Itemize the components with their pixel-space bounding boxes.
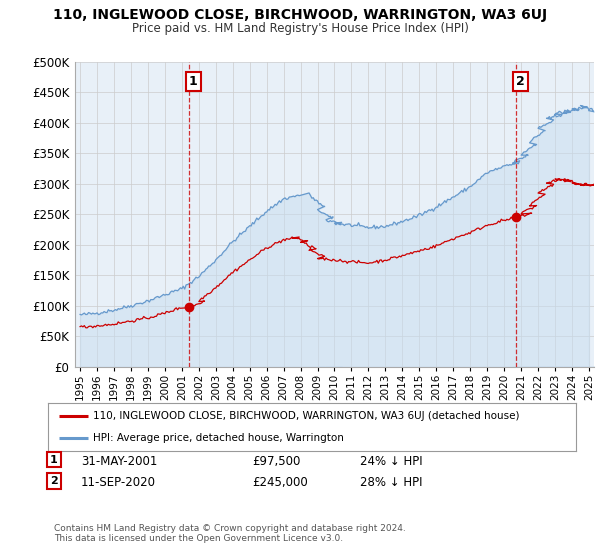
Text: 2: 2 <box>50 476 58 486</box>
Text: HPI: Average price, detached house, Warrington: HPI: Average price, detached house, Warr… <box>93 433 344 443</box>
Text: Contains HM Land Registry data © Crown copyright and database right 2024.
This d: Contains HM Land Registry data © Crown c… <box>54 524 406 543</box>
Text: 11-SEP-2020: 11-SEP-2020 <box>81 476 156 489</box>
Text: 31-MAY-2001: 31-MAY-2001 <box>81 455 157 468</box>
Text: 1: 1 <box>189 74 197 87</box>
Text: 24% ↓ HPI: 24% ↓ HPI <box>360 455 422 468</box>
Text: 110, INGLEWOOD CLOSE, BIRCHWOOD, WARRINGTON, WA3 6UJ: 110, INGLEWOOD CLOSE, BIRCHWOOD, WARRING… <box>53 8 547 22</box>
Text: Price paid vs. HM Land Registry's House Price Index (HPI): Price paid vs. HM Land Registry's House … <box>131 22 469 35</box>
Text: £97,500: £97,500 <box>252 455 301 468</box>
Text: 110, INGLEWOOD CLOSE, BIRCHWOOD, WARRINGTON, WA3 6UJ (detached house): 110, INGLEWOOD CLOSE, BIRCHWOOD, WARRING… <box>93 411 520 421</box>
Text: 28% ↓ HPI: 28% ↓ HPI <box>360 476 422 489</box>
Text: 1: 1 <box>50 455 58 465</box>
Text: 2: 2 <box>516 74 525 87</box>
Text: £245,000: £245,000 <box>252 476 308 489</box>
